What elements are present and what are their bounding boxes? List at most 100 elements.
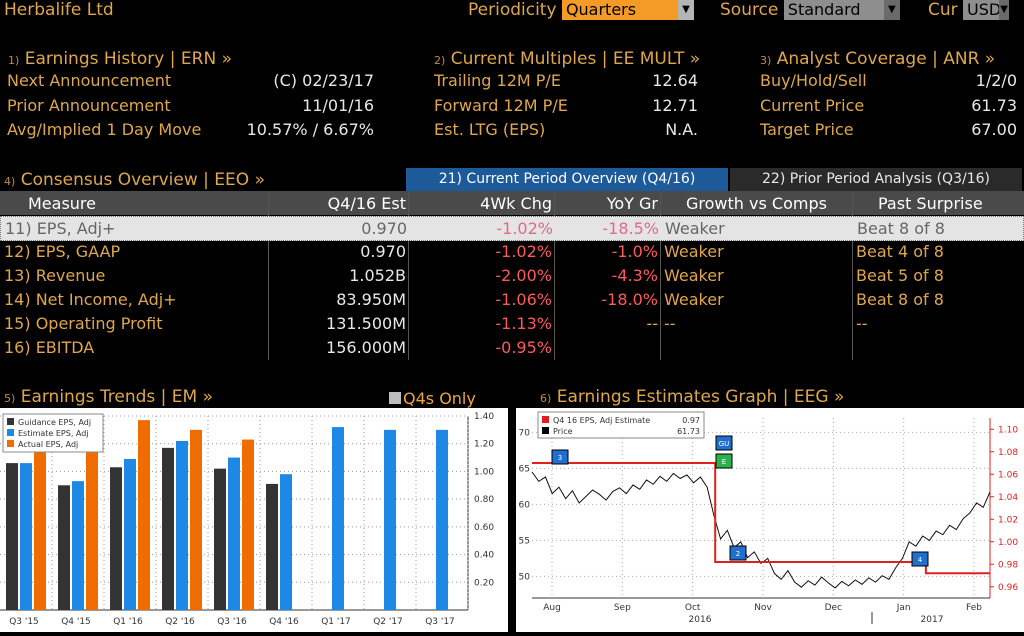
periodicity-dropdown-icon[interactable]: ▼ <box>677 0 694 20</box>
section-number: 6) <box>540 392 552 405</box>
event-marker[interactable]: 3 <box>551 449 569 465</box>
q4s-only-toggle[interactable]: Q4s Only <box>389 389 476 408</box>
section-number: 1) <box>8 54 20 67</box>
source-dropdown-icon[interactable]: ▼ <box>883 0 900 20</box>
table-cell: 156.000M <box>326 338 406 357</box>
table-row[interactable]: 16) EBITDA 156.000M -0.95% <box>0 336 1022 359</box>
bar <box>214 468 226 610</box>
x-tick-label: Q4 '16 <box>269 617 299 627</box>
table-row[interactable]: 14) Net Income, Adj+ 83.950M -1.06% -18.0% W… <box>0 288 1022 311</box>
y-tick-label: 0.60 <box>474 523 494 533</box>
kv-label: Target Price <box>760 120 854 139</box>
column-header[interactable]: Past Surprise <box>878 194 983 213</box>
kv-label: Avg/Implied 1 Day Move <box>7 120 202 139</box>
marker-label: E <box>722 458 726 466</box>
kv-label: Prior Announcement <box>7 95 171 115</box>
table-cell: -1.0% <box>611 242 658 261</box>
table-cell: 131.500M <box>326 314 406 333</box>
event-marker[interactable]: 2 <box>729 545 747 561</box>
currency-select[interactable]: USD <box>963 0 1001 20</box>
left-tick-label: 60 <box>519 500 531 510</box>
table-cell: -1.06% <box>495 290 552 309</box>
periodicity-label: Periodicity <box>468 0 557 20</box>
table-cell: -1.02% <box>495 242 552 261</box>
q4s-only-label: Q4s Only <box>403 389 476 408</box>
column-divider <box>554 192 555 360</box>
x-tick-label: Q3 '15 <box>9 617 39 627</box>
consensus-overview-title[interactable]: 4) Consensus Overview | EEO » <box>4 170 265 190</box>
table-cell: 14) Net Income, Adj+ <box>4 290 177 309</box>
current-multiples-title[interactable]: 2) Current Multiples | EE MULT » <box>434 49 700 69</box>
marker-label: GU <box>719 440 730 448</box>
x-tick-label: Q2 '17 <box>373 617 403 627</box>
tab-current-period[interactable]: 21) Current Period Overview (Q4/16) <box>406 168 728 191</box>
source-group: Source Standard ▼ <box>720 0 900 20</box>
kv-value: 10.57% / 6.67% <box>246 120 374 139</box>
bar <box>86 432 98 610</box>
left-tick-label: 65 <box>519 464 530 474</box>
earnings-history-title[interactable]: 1) Earnings History | ERN » <box>8 49 232 69</box>
earnings-graph-title[interactable]: 6) Earnings Estimates Graph | EEG » <box>540 387 844 407</box>
analyst-coverage-title[interactable]: 3) Analyst Coverage | ANR » <box>760 49 995 69</box>
marker-label: 2 <box>736 550 740 558</box>
kv-value: 67.00 <box>971 120 1017 139</box>
section-title-text: Earnings Estimates Graph | EEG » <box>556 387 845 407</box>
event-marker[interactable]: GU <box>715 435 733 451</box>
currency-label: Cur <box>928 0 958 20</box>
source-select[interactable]: Standard <box>783 0 884 20</box>
legend-swatch <box>542 416 549 423</box>
bar <box>6 463 18 610</box>
marker-box <box>715 453 733 469</box>
table-cell: Beat 4 of 8 <box>856 242 944 261</box>
marker-box <box>911 551 929 567</box>
legend-label: Q4 16 EPS, Adj Estimate <box>553 416 650 425</box>
section-title-text: Earnings History | ERN » <box>24 49 232 69</box>
earnings-trends-title[interactable]: 5) Earnings Trends | EM » <box>4 387 213 407</box>
right-tick-label: 1.04 <box>998 493 1018 503</box>
kv-value: 12.64 <box>652 71 698 90</box>
x-tick-label: Q2 '16 <box>165 617 195 627</box>
legend-swatch <box>542 427 549 434</box>
y-tick-label: 1.20 <box>474 440 494 450</box>
column-header[interactable]: 4Wk Chg <box>480 194 552 213</box>
table-row[interactable]: 13) Revenue 1.052B -2.00% -4.3% Weaker Beat 5… <box>0 264 1022 287</box>
x-tick-label: Sep <box>614 603 631 613</box>
x-tick-label: Q1 '17 <box>321 617 351 627</box>
section-number: 5) <box>4 392 16 405</box>
x-tick-label: Q4 '15 <box>61 617 91 627</box>
column-header[interactable]: YoY Gr <box>606 194 658 213</box>
table-cell: 83.950M <box>336 290 406 309</box>
table-cell: -- <box>664 314 676 333</box>
table-cell: -- <box>646 314 658 333</box>
bar <box>436 429 448 610</box>
table-cell: Beat 5 of 8 <box>856 266 944 285</box>
table-row[interactable]: 12) EPS, GAAP 0.970 -1.02% -1.0% Weaker Beat … <box>0 240 1022 263</box>
legend-label: Actual EPS, Adj <box>18 440 78 449</box>
event-marker[interactable]: E <box>715 453 733 469</box>
column-header[interactable]: Q4/16 Est <box>327 194 406 213</box>
earnings-estimates-chart: 50 55 60 65 70 0.96 0.98 1.00 1.02 1.04 1.06 1.08 1.… <box>516 408 1024 632</box>
currency-dropdown-icon[interactable]: ▼ <box>999 0 1010 20</box>
checkbox-icon[interactable] <box>389 392 401 404</box>
table-cell: 16) EBITDA <box>4 338 95 357</box>
bar <box>138 420 150 610</box>
column-header[interactable]: Growth vs Comps <box>686 194 827 213</box>
bar <box>58 485 70 610</box>
table-cell: -1.13% <box>495 314 552 333</box>
legend-swatch <box>7 418 14 425</box>
table-row[interactable]: 11) EPS, Adj+ 0.970 -1.02% -18.5% Weaker Beat… <box>0 216 1024 241</box>
marker-box <box>729 545 747 561</box>
kv-label: Next Announcement <box>7 71 172 90</box>
event-marker[interactable]: 4 <box>911 551 929 567</box>
column-divider <box>268 192 269 360</box>
periodicity-select[interactable]: Quarters <box>561 0 678 20</box>
company-name: Herbalife Ltd <box>4 0 114 20</box>
table-cell: -18.5% <box>602 219 659 238</box>
section-title-text: Earnings Trends | EM » <box>20 387 214 407</box>
column-header[interactable]: Measure <box>28 194 96 213</box>
earnings-estimates-svg: 50 55 60 65 70 0.96 0.98 1.00 1.02 1.04 1.06 1.08 1.… <box>519 411 1018 625</box>
tab-prior-period[interactable]: 22) Prior Period Analysis (Q3/16) <box>730 168 1022 191</box>
table-row[interactable]: 15) Operating Profit 131.500M -1.13% -- -- -- <box>0 312 1022 335</box>
earnings-trends-svg: 0.20 0.40 0.60 0.80 1.00 1.20 1.40 Q3 '15 Q4 '15… <box>0 412 494 627</box>
x-tick-label: Jan <box>896 603 911 613</box>
